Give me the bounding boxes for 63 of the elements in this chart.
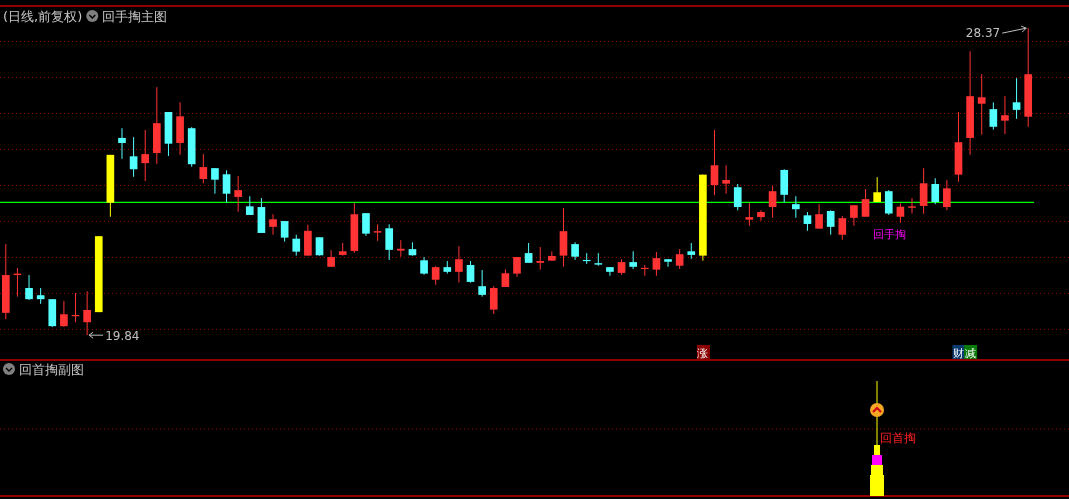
candlestick: [25, 274, 33, 301]
candlestick: [199, 153, 208, 184]
candlestick: [710, 129, 719, 196]
candlestick: [884, 189, 893, 216]
candlestick: [1012, 77, 1021, 120]
candlestick: [745, 202, 754, 227]
candlestick: [652, 251, 661, 277]
candlestick: [280, 220, 289, 243]
annotation: 减: [964, 347, 976, 360]
candlestick: [234, 175, 242, 213]
candlestick: [466, 260, 475, 284]
ref-line-label: 回手掏: [873, 228, 907, 242]
candlestick: [943, 179, 951, 211]
candlestick: [141, 129, 150, 182]
candlestick: [129, 136, 138, 178]
candlestick: [815, 203, 823, 230]
candlestick: [222, 169, 231, 204]
candlestick: [548, 250, 556, 262]
candlestick: [873, 176, 881, 203]
chart-title: (日线,前复权): [3, 9, 83, 24]
candlestick: [989, 101, 998, 131]
candlestick: [269, 213, 277, 236]
candlestick: [861, 188, 870, 218]
candlestick: [722, 164, 730, 195]
candlestick: [245, 195, 254, 216]
candlestick: [536, 246, 545, 271]
candlestick: [908, 197, 916, 215]
candlestick: [83, 290, 91, 336]
candlestick: [919, 167, 928, 215]
candlestick: [757, 209, 765, 222]
candlestick: [850, 204, 858, 227]
candlestick: [385, 223, 394, 261]
annotation: 涨: [697, 347, 709, 360]
candlestick: [60, 300, 68, 328]
candlestick: [838, 215, 847, 241]
candlestick: [1001, 95, 1009, 135]
candlestick: [826, 209, 835, 236]
candlestick: [455, 245, 463, 284]
candlestick: [792, 195, 800, 219]
candlestick: [803, 211, 812, 232]
candlestick: [664, 258, 672, 268]
text: 回首掏副图: [19, 362, 84, 377]
text: 回首掏: [880, 431, 916, 445]
candlestick: [478, 269, 486, 298]
candlestick: [118, 127, 126, 160]
candlestick: [431, 265, 440, 286]
candlestick: [768, 185, 777, 219]
candlestick: [675, 248, 684, 270]
candlestick: [931, 177, 940, 205]
candlestick: [315, 236, 324, 257]
candlestick: [733, 183, 742, 211]
candlestick: [513, 256, 521, 278]
candlestick: [362, 212, 370, 237]
annotation: 财: [952, 347, 964, 360]
annotation: 19.84: [105, 329, 140, 344]
candlestick: [524, 242, 533, 264]
candlestick: [896, 202, 905, 224]
annotation: 28.37: [965, 26, 1001, 41]
candlestick: [489, 285, 498, 315]
candlestick: [211, 167, 219, 195]
candlestick: [977, 73, 986, 136]
candlestick: [292, 234, 301, 257]
chart-subtitle: 回手掏主图: [102, 9, 168, 24]
